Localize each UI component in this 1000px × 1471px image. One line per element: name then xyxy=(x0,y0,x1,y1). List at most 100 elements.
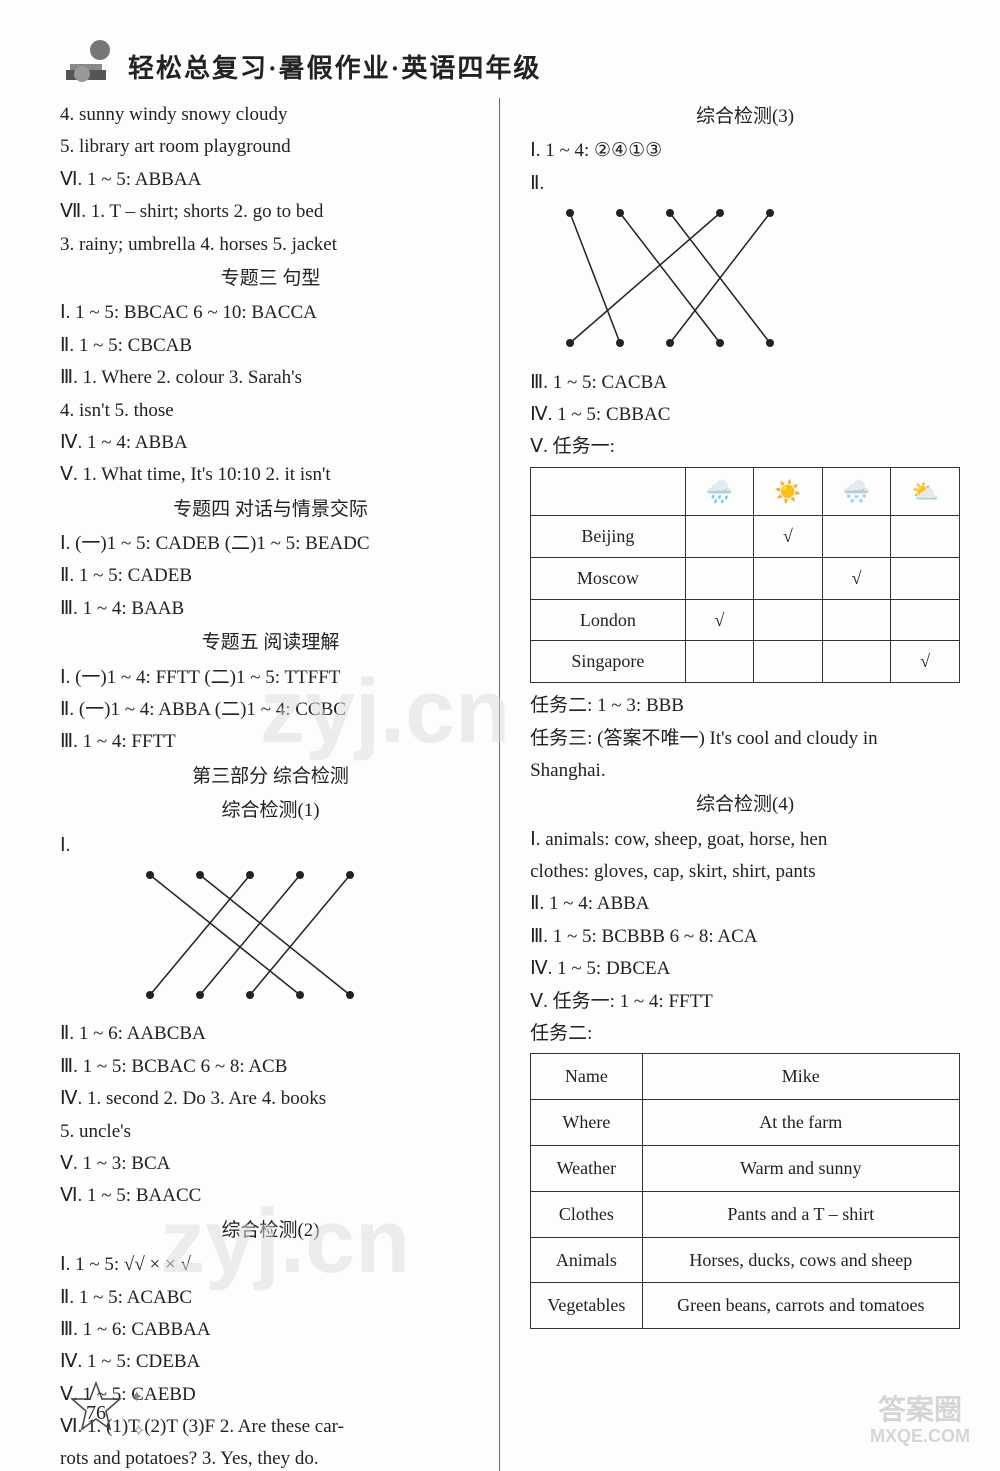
weather-icon-cell: ⛅ xyxy=(891,467,960,515)
table-cell xyxy=(822,599,891,641)
text-line: 任务二: 1 ~ 3: BBB xyxy=(530,691,960,721)
text-line: Ⅲ. 1 ~ 5: BCBBB 6 ~ 8: ACA xyxy=(530,922,960,952)
table-cell: Mike xyxy=(642,1054,959,1100)
section-title: 综合检测(1) xyxy=(60,796,481,826)
cloud-icon: ⛅ xyxy=(911,479,938,504)
matching-diagram xyxy=(530,203,960,363)
table-cell xyxy=(754,641,823,683)
page-header: 轻松总复习·暑假作业·英语四年级 xyxy=(60,30,960,90)
section-title: 第三部分 综合检测 xyxy=(60,762,481,792)
table-row: Where At the farm xyxy=(531,1100,960,1146)
text-line: Ⅳ. 1. second 2. Do 3. Are 4. books xyxy=(60,1084,481,1114)
table-cell: Name xyxy=(531,1054,643,1100)
text-line: Ⅵ. 1 ~ 5: ABBAA xyxy=(60,165,481,195)
table-cell: Green beans, carrots and tomatoes xyxy=(642,1283,959,1329)
text-line: Ⅲ. 1 ~ 4: FFTT xyxy=(60,727,481,757)
weather-icon-cell: ☀️ xyxy=(754,467,823,515)
text-line: Ⅱ. 1 ~ 6: AABCBA xyxy=(60,1019,481,1049)
text-line: Ⅱ. 1 ~ 5: CBCAB xyxy=(60,331,481,361)
table-cell xyxy=(891,557,960,599)
text-line: rots and potatoes? 3. Yes, they do. xyxy=(60,1444,481,1471)
table-cell: Weather xyxy=(531,1146,643,1192)
section-title: 综合检测(4) xyxy=(530,790,960,820)
text-line: Ⅱ. (一)1 ~ 4: ABBA (二)1 ~ 4: CCBC xyxy=(60,695,481,725)
table-cell xyxy=(754,599,823,641)
table-cell: Where xyxy=(531,1100,643,1146)
matching-diagram xyxy=(60,865,481,1015)
table-cell: Warm and sunny xyxy=(642,1146,959,1192)
content-columns: 4. sunny windy snowy cloudy 5. library a… xyxy=(60,98,960,1471)
table-row: Name Mike xyxy=(531,1054,960,1100)
table-cell xyxy=(822,515,891,557)
text-line: Ⅲ. 1. Where 2. colour 3. Sarah's xyxy=(60,363,481,393)
table-row: Weather Warm and sunny xyxy=(531,1146,960,1192)
text-line: Ⅰ. 1 ~ 5: BBCAC 6 ~ 10: BACCA xyxy=(60,298,481,328)
section-title: 综合检测(3) xyxy=(530,102,960,132)
text-line: Ⅱ. 1 ~ 4: ABBA xyxy=(530,889,960,919)
text-line: Ⅳ. 1 ~ 5: DBCEA xyxy=(530,954,960,984)
text-line: Ⅳ. 1 ~ 5: CBBAC xyxy=(530,400,960,430)
table-row: London √ xyxy=(531,599,960,641)
table-cell: Horses, ducks, cows and sheep xyxy=(642,1237,959,1283)
table-row: Beijing √ xyxy=(531,515,960,557)
text-line: Ⅰ. 1 ~ 5: √√ × × √ xyxy=(60,1250,481,1280)
text-line: clothes: gloves, cap, skirt, shirt, pant… xyxy=(530,857,960,887)
table-cell: Vegetables xyxy=(531,1283,643,1329)
page-title: 轻松总复习·暑假作业·英语四年级 xyxy=(128,48,541,90)
table-cell xyxy=(685,557,754,599)
text-line: Ⅰ. (一)1 ~ 4: FFTT (二)1 ~ 5: TTFFT xyxy=(60,663,481,693)
city-cell: London xyxy=(531,599,685,641)
table-row: Clothes Pants and a T – shirt xyxy=(531,1191,960,1237)
text-line: Ⅰ. (一)1 ~ 5: CADEB (二)1 ~ 5: BEADC xyxy=(60,529,481,559)
right-column: 综合检测(3) Ⅰ. 1 ~ 4: ②④①③ Ⅱ. Ⅲ. 1 ~ 5: CACB… xyxy=(520,98,960,1471)
star-icon: ✧ xyxy=(132,1419,145,1445)
rain-icon: 🌧️ xyxy=(706,479,733,504)
text-line: 任务二: xyxy=(530,1019,960,1049)
text-line: Shanghai. xyxy=(530,756,960,786)
text-line: 5. library art room playground xyxy=(60,132,481,162)
page-number: 76 xyxy=(86,1397,106,1429)
section-title: 专题三 句型 xyxy=(60,264,481,294)
text-line: Ⅶ. 1. T – shirt; shorts 2. go to bed xyxy=(60,197,481,227)
text-line: 4. isn't 5. those xyxy=(60,396,481,426)
table-cell xyxy=(891,515,960,557)
table-cell: Clothes xyxy=(531,1191,643,1237)
text-line: Ⅴ. 1 ~ 3: BCA xyxy=(60,1149,481,1179)
table-cell: √ xyxy=(891,641,960,683)
section-title: 专题四 对话与情景交际 xyxy=(60,495,481,525)
text-line: Ⅱ. 1 ~ 5: CADEB xyxy=(60,561,481,591)
table-cell xyxy=(822,641,891,683)
city-cell: Moscow xyxy=(531,557,685,599)
page: 轻松总复习·暑假作业·英语四年级 4. sunny windy snowy cl… xyxy=(0,0,1000,1471)
left-column: 4. sunny windy snowy cloudy 5. library a… xyxy=(60,98,500,1471)
text-line: Ⅲ. 1 ~ 4: BAAB xyxy=(60,594,481,624)
weather-icon-cell: 🌨️ xyxy=(822,467,891,515)
text-line: 3. rainy; umbrella 4. horses 5. jacket xyxy=(60,230,481,260)
text-line: Ⅴ. 1 ~ 5: CAEBD xyxy=(60,1380,481,1410)
text-line: 任务三: (答案不唯一) It's cool and cloudy in xyxy=(530,724,960,754)
table-cell: Animals xyxy=(531,1237,643,1283)
text-line: Ⅰ. xyxy=(60,831,481,861)
table-row: Vegetables Green beans, carrots and toma… xyxy=(531,1283,960,1329)
table-cell: Pants and a T – shirt xyxy=(642,1191,959,1237)
star-icon: ✦ xyxy=(130,1385,143,1411)
table-cell: √ xyxy=(822,557,891,599)
table-cell xyxy=(685,515,754,557)
text-line: Ⅲ. 1 ~ 6: CABBAA xyxy=(60,1315,481,1345)
text-line: Ⅲ. 1 ~ 5: CACBA xyxy=(530,368,960,398)
snow-icon: 🌨️ xyxy=(843,479,870,504)
city-cell: Beijing xyxy=(531,515,685,557)
table-cell xyxy=(531,467,685,515)
header-illustration-icon xyxy=(60,30,120,90)
table-row: Singapore √ xyxy=(531,641,960,683)
table-cell xyxy=(754,557,823,599)
section-title: 综合检测(2) xyxy=(60,1216,481,1246)
weather-table: 🌧️ ☀️ 🌨️ ⛅ Beijing √ Moscow √ xyxy=(530,467,960,683)
weather-icon-cell: 🌧️ xyxy=(685,467,754,515)
info-table: Name Mike Where At the farm Weather Warm… xyxy=(530,1053,960,1329)
text-line: Ⅴ. 任务一: 1 ~ 4: FFTT xyxy=(530,987,960,1017)
text-line: Ⅵ. 1. (1)T (2)T (3)F 2. Are these car- xyxy=(60,1412,481,1442)
text-line: 4. sunny windy snowy cloudy xyxy=(60,100,481,130)
sun-icon: ☀️ xyxy=(774,479,801,504)
text-line: Ⅰ. animals: cow, sheep, goat, horse, hen xyxy=(530,825,960,855)
